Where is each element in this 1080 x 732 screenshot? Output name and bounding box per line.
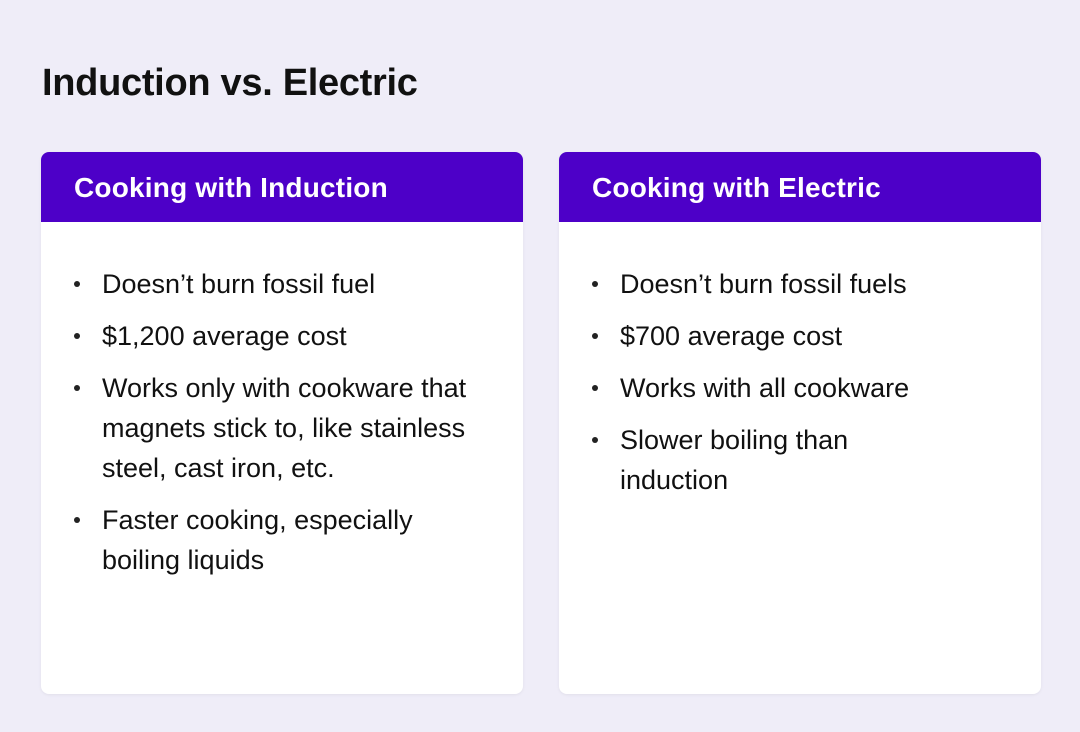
card-heading: Cooking with Electric (559, 152, 1041, 222)
list-item: Doesn’t burn fossil fuels (592, 264, 1011, 304)
item-text: Doesn’t burn fossil fuel (102, 269, 376, 299)
item-text: $700 average cost (620, 321, 843, 351)
induction-card: Cooking with Induction Doesn’t burn foss… (41, 152, 523, 694)
list-item: $1,200 average cost (74, 316, 493, 356)
page-title: Induction vs. Electric (42, 62, 418, 104)
electric-card: Cooking with Electric Doesn’t burn fossi… (559, 152, 1041, 694)
item-text: $1,200 average cost (102, 321, 347, 351)
bullet-icon (592, 333, 598, 339)
list-item: Works with all cookware (592, 368, 1011, 408)
list-item: Slower boiling than induction (592, 420, 1011, 500)
item-text: Works with all cookware (620, 373, 910, 403)
bullet-icon (592, 437, 598, 443)
item-text: Works only with cookware that magnets st… (102, 373, 467, 483)
bullet-icon (592, 281, 598, 287)
list-item: Works only with cookware that magnets st… (74, 368, 493, 488)
list-item: Doesn’t burn fossil fuel (74, 264, 493, 304)
bullet-icon (74, 333, 80, 339)
feature-list: Doesn’t burn fossil fuels $700 average c… (559, 222, 1041, 500)
bullet-icon (592, 385, 598, 391)
bullet-icon (74, 517, 80, 523)
item-text: Slower boiling than induction (620, 425, 849, 495)
bullet-icon (74, 281, 80, 287)
item-text: Doesn’t burn fossil fuels (620, 269, 907, 299)
list-item: $700 average cost (592, 316, 1011, 356)
list-item: Faster cooking, especially boiling liqui… (74, 500, 493, 580)
card-heading: Cooking with Induction (41, 152, 523, 222)
item-text: Faster cooking, especially boiling liqui… (102, 505, 413, 575)
bullet-icon (74, 385, 80, 391)
feature-list: Doesn’t burn fossil fuel $1,200 average … (41, 222, 523, 580)
